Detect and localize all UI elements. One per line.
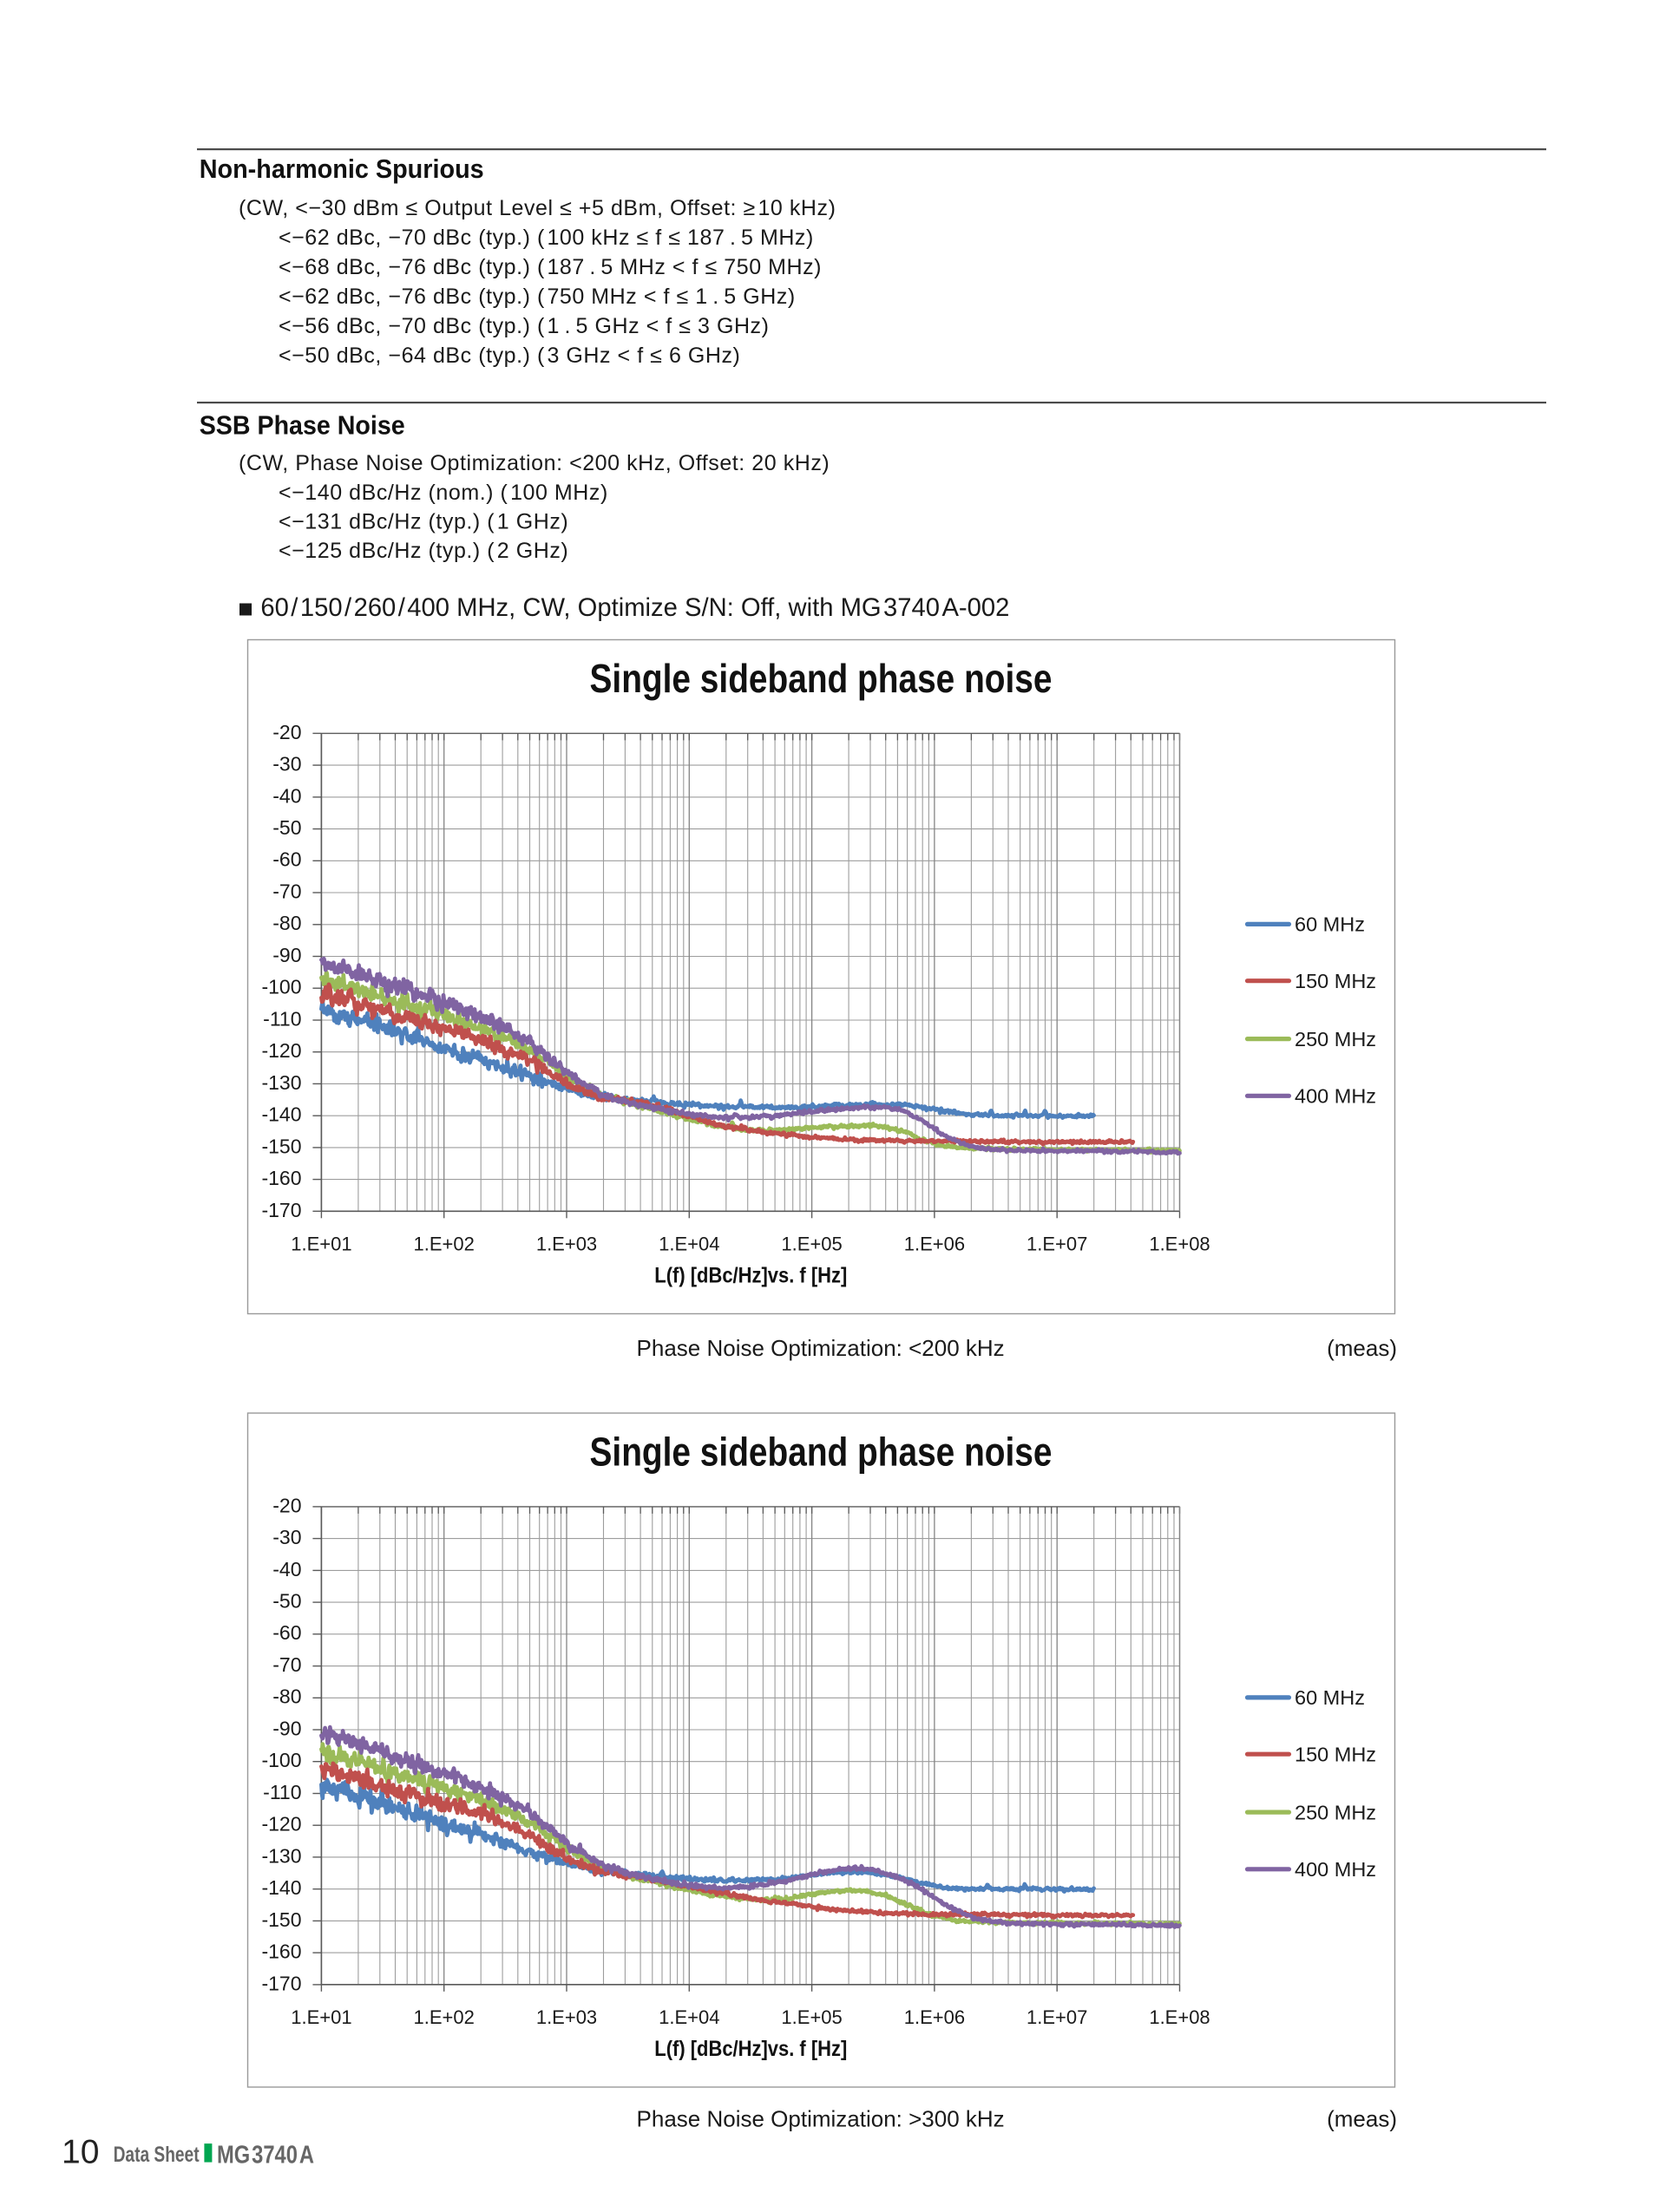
svg-text:(CW, <−30 dBm ≤ Output Level ≤: (CW, <−30 dBm ≤ Output Level ≤ +5 dBm, O… bbox=[239, 196, 836, 220]
svg-text:-140: -140 bbox=[261, 1103, 301, 1126]
svg-text:<−131 dBc/Hz (typ.) ( 1 GHz): <−131 dBc/Hz (typ.) ( 1 GHz) bbox=[279, 510, 568, 534]
svg-text:<−140 dBc/Hz (nom.) ( 100 MHz): <−140 dBc/Hz (nom.) ( 100 MHz) bbox=[279, 481, 608, 505]
svg-text:Data Sheet: Data Sheet bbox=[114, 2143, 200, 2167]
svg-text:1.E+04: 1.E+04 bbox=[659, 2006, 719, 2028]
svg-text:-90: -90 bbox=[272, 1717, 301, 1739]
svg-text:-140: -140 bbox=[261, 1876, 301, 1899]
svg-text:Non-harmonic Spurious: Non-harmonic Spurious bbox=[200, 154, 484, 184]
svg-text:1.E+02: 1.E+02 bbox=[414, 1234, 475, 1255]
svg-text:<−68 dBc, −76 dBc (typ.) ( 187: <−68 dBc, −76 dBc (typ.) ( 187 . 5 MHz <… bbox=[279, 255, 822, 279]
svg-text:<−56 dBc, −70 dBc (typ.) ( 1 .: <−56 dBc, −70 dBc (typ.) ( 1 . 5 GHz < f… bbox=[279, 314, 770, 338]
svg-text:(CW, Phase Noise Optimization:: (CW, Phase Noise Optimization: <200 kHz,… bbox=[239, 451, 830, 475]
svg-text:-30: -30 bbox=[272, 753, 301, 776]
svg-text:-170: -170 bbox=[261, 1199, 301, 1221]
svg-text:1.E+05: 1.E+05 bbox=[781, 2006, 842, 2028]
svg-text:1.E+05: 1.E+05 bbox=[781, 1234, 842, 1255]
svg-text:-150: -150 bbox=[261, 1135, 301, 1157]
svg-text:-110: -110 bbox=[263, 1007, 301, 1030]
svg-text:250 MHz: 250 MHz bbox=[1295, 1801, 1376, 1823]
svg-text:MG 3740 A: MG 3740 A bbox=[217, 2141, 314, 2169]
svg-text:Single sideband phase noise: Single sideband phase noise bbox=[590, 1429, 1053, 1474]
svg-text:1.E+01: 1.E+01 bbox=[291, 1234, 351, 1255]
svg-text:-40: -40 bbox=[272, 784, 301, 807]
svg-text:-150: -150 bbox=[261, 1908, 301, 1931]
svg-text:-40: -40 bbox=[272, 1558, 301, 1580]
svg-text:60 MHz: 60 MHz bbox=[1295, 913, 1365, 936]
svg-text:60 / 150 / 260 / 400 MHz, CW,: 60 / 150 / 260 / 400 MHz, CW, Optimize S… bbox=[260, 593, 1009, 622]
svg-text:400 MHz: 400 MHz bbox=[1295, 1858, 1376, 1881]
svg-text:1.E+02: 1.E+02 bbox=[414, 2006, 475, 2028]
svg-text:-130: -130 bbox=[261, 1844, 301, 1867]
svg-text:<−125 dBc/Hz (typ.) ( 2 GHz): <−125 dBc/Hz (typ.) ( 2 GHz) bbox=[279, 539, 568, 563]
svg-text:-80: -80 bbox=[272, 1685, 301, 1708]
svg-text:-160: -160 bbox=[261, 1167, 301, 1189]
svg-text:(meas): (meas) bbox=[1327, 1335, 1397, 1361]
svg-text:-80: -80 bbox=[272, 912, 301, 934]
svg-text:150 MHz: 150 MHz bbox=[1295, 1743, 1376, 1765]
svg-text:60 MHz: 60 MHz bbox=[1295, 1686, 1365, 1709]
svg-text:1.E+01: 1.E+01 bbox=[291, 2006, 351, 2028]
svg-text:-70: -70 bbox=[272, 1653, 301, 1676]
svg-text:-160: -160 bbox=[261, 1940, 301, 1963]
svg-text:1.E+08: 1.E+08 bbox=[1149, 2006, 1210, 2028]
svg-text:-100: -100 bbox=[261, 1749, 301, 1771]
svg-text:-110: -110 bbox=[263, 1781, 301, 1803]
svg-text:SSB Phase Noise: SSB Phase Noise bbox=[200, 410, 405, 441]
svg-text:-20: -20 bbox=[272, 1494, 301, 1516]
svg-text:1.E+07: 1.E+07 bbox=[1026, 2006, 1087, 2028]
svg-text:-30: -30 bbox=[272, 1526, 301, 1548]
svg-text:1.E+03: 1.E+03 bbox=[536, 1234, 597, 1255]
svg-text:-130: -130 bbox=[261, 1071, 301, 1094]
svg-text:-60: -60 bbox=[272, 848, 301, 871]
svg-text:-60: -60 bbox=[272, 1621, 301, 1644]
svg-text:-70: -70 bbox=[272, 880, 301, 903]
svg-text:-20: -20 bbox=[272, 721, 301, 743]
svg-text:<−62 dBc, −70 dBc (typ.) ( 100: <−62 dBc, −70 dBc (typ.) ( 100 kHz ≤ f ≤… bbox=[279, 226, 814, 250]
svg-text:1.E+06: 1.E+06 bbox=[904, 1234, 965, 1255]
svg-text:-170: -170 bbox=[261, 1972, 301, 1994]
svg-text:1.E+06: 1.E+06 bbox=[904, 2006, 965, 2028]
svg-text:1.E+04: 1.E+04 bbox=[659, 1234, 719, 1255]
svg-text:Phase Noise Optimization: <200: Phase Noise Optimization: <200 kHz bbox=[637, 1335, 1005, 1361]
svg-text:150 MHz: 150 MHz bbox=[1295, 970, 1376, 992]
svg-text:-50: -50 bbox=[272, 816, 301, 839]
svg-text:1.E+08: 1.E+08 bbox=[1149, 1234, 1210, 1255]
svg-text:(meas): (meas) bbox=[1327, 2106, 1397, 2132]
svg-text:1.E+03: 1.E+03 bbox=[536, 2006, 597, 2028]
svg-text:-100: -100 bbox=[261, 976, 301, 998]
svg-text:1.E+07: 1.E+07 bbox=[1026, 1234, 1087, 1255]
svg-text:-50: -50 bbox=[272, 1590, 301, 1613]
svg-text:Single sideband phase noise: Single sideband phase noise bbox=[590, 656, 1053, 701]
svg-text:-90: -90 bbox=[272, 944, 301, 966]
svg-text:Phase Noise Optimization: >300: Phase Noise Optimization: >300 kHz bbox=[637, 2106, 1005, 2132]
svg-text:10: 10 bbox=[62, 2133, 99, 2170]
svg-text:-120: -120 bbox=[261, 1039, 301, 1062]
svg-text:250 MHz: 250 MHz bbox=[1295, 1028, 1376, 1050]
svg-text:L(f) [dBc/Hz]vs. f [Hz]: L(f) [dBc/Hz]vs. f [Hz] bbox=[654, 1264, 847, 1288]
svg-text:-120: -120 bbox=[261, 1813, 301, 1836]
svg-text:L(f) [dBc/Hz]vs. f [Hz]: L(f) [dBc/Hz]vs. f [Hz] bbox=[654, 2037, 847, 2061]
svg-text:<−50 dBc, −64 dBc (typ.) ( 3 G: <−50 dBc, −64 dBc (typ.) ( 3 GHz < f ≤ 6… bbox=[279, 344, 740, 368]
svg-text:400 MHz: 400 MHz bbox=[1295, 1085, 1376, 1108]
svg-text:<−62 dBc, −76 dBc (typ.) ( 750: <−62 dBc, −76 dBc (typ.) ( 750 MHz < f ≤… bbox=[279, 285, 796, 309]
